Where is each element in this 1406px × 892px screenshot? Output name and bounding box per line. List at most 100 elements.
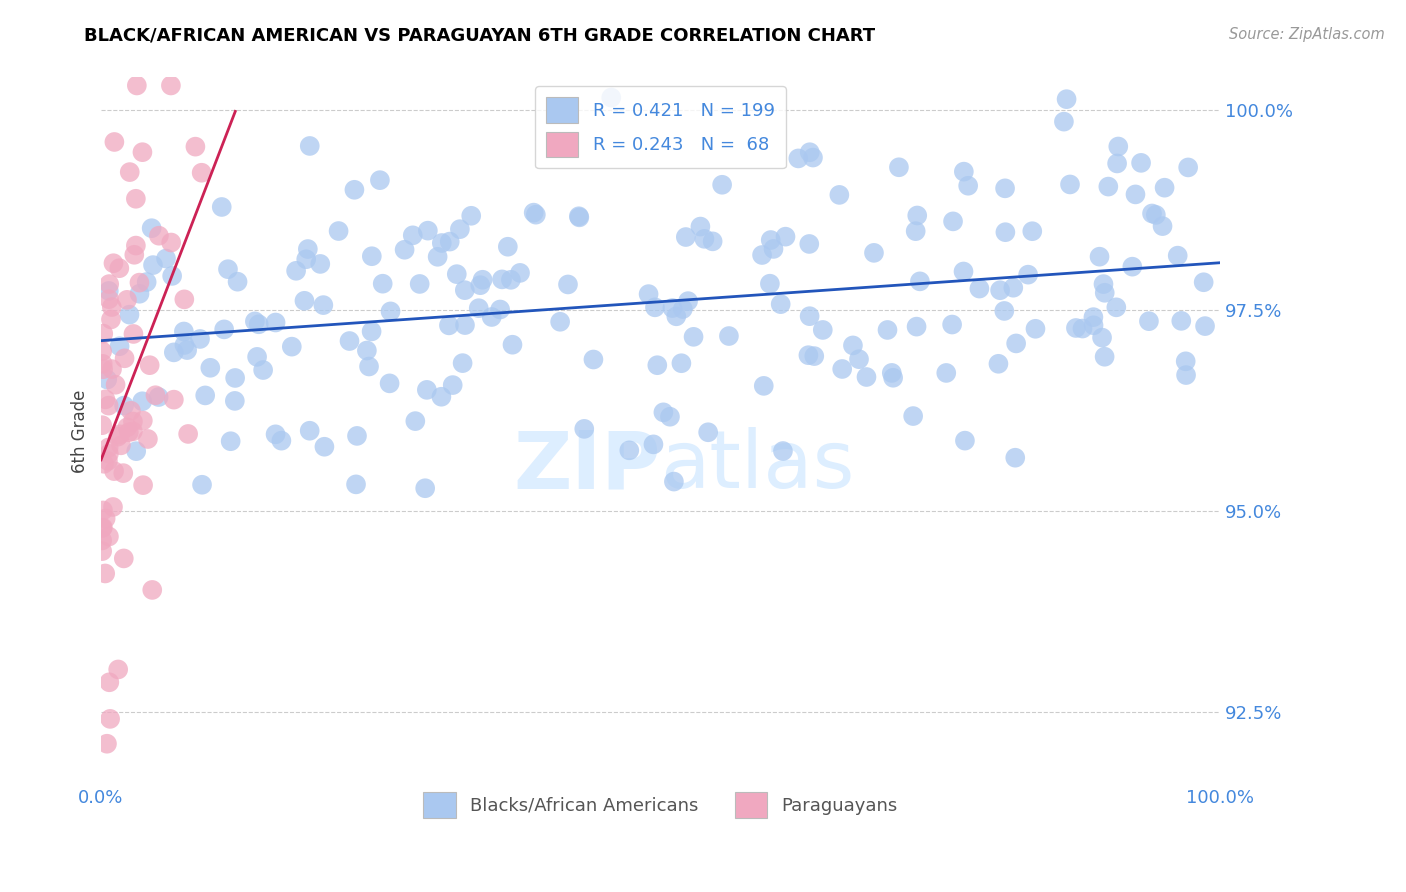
Point [297, 242, 319, 256]
Point [103, 256, 125, 270]
Text: atlas: atlas [661, 427, 855, 505]
Point [217, 262, 239, 277]
Point [295, 252, 318, 267]
Point [643, 437, 665, 451]
Point [125, 238, 148, 252]
Point [91, 362, 114, 376]
Point [107, 430, 129, 444]
Point [524, 208, 547, 222]
Point [96, 737, 118, 751]
Point [346, 429, 368, 443]
Point [772, 444, 794, 458]
Point [523, 205, 546, 219]
Point [136, 432, 159, 446]
Point [122, 415, 145, 429]
Point [128, 286, 150, 301]
Point [901, 409, 924, 423]
Point [953, 164, 976, 178]
Point [1194, 319, 1216, 334]
Point [120, 404, 142, 418]
Point [880, 366, 903, 380]
Point [1004, 450, 1026, 465]
Point [489, 302, 512, 317]
Point [394, 243, 416, 257]
Point [212, 322, 235, 336]
Point [107, 663, 129, 677]
Point [191, 477, 214, 491]
Point [112, 399, 135, 413]
Point [682, 330, 704, 344]
Point [97, 529, 120, 543]
Point [1192, 275, 1215, 289]
Point [1137, 314, 1160, 328]
Point [309, 257, 332, 271]
Point [1053, 114, 1076, 128]
Point [118, 425, 141, 440]
Point [404, 414, 426, 428]
Point [987, 357, 1010, 371]
Point [141, 582, 163, 597]
Point [101, 362, 124, 376]
Point [155, 252, 177, 266]
Point [1130, 156, 1153, 170]
Point [91, 418, 114, 433]
Point [243, 314, 266, 328]
Point [941, 318, 963, 332]
Point [644, 301, 666, 315]
Point [91, 544, 114, 558]
Point [312, 298, 335, 312]
Point [298, 139, 321, 153]
Point [1064, 321, 1087, 335]
Point [994, 181, 1017, 195]
Point [454, 283, 477, 297]
Point [177, 426, 200, 441]
Point [803, 349, 825, 363]
Point [449, 222, 471, 236]
Point [264, 427, 287, 442]
Point [124, 248, 146, 262]
Point [413, 481, 436, 495]
Point [100, 312, 122, 326]
Point [969, 282, 991, 296]
Point [652, 405, 675, 419]
Point [509, 266, 531, 280]
Point [797, 348, 820, 362]
Point [142, 258, 165, 272]
Text: BLACK/AFRICAN AMERICAN VS PARAGUAYAN 6TH GRADE CORRELATION CHART: BLACK/AFRICAN AMERICAN VS PARAGUAYAN 6TH… [84, 27, 876, 45]
Point [905, 319, 928, 334]
Point [1056, 92, 1078, 106]
Point [219, 434, 242, 449]
Point [246, 350, 269, 364]
Point [952, 264, 974, 278]
Point [357, 359, 380, 374]
Point [848, 352, 870, 367]
Point [1094, 350, 1116, 364]
Point [344, 477, 367, 491]
Point [108, 339, 131, 353]
Point [799, 309, 821, 323]
Point [454, 318, 477, 332]
Point [91, 503, 114, 517]
Text: Source: ZipAtlas.com: Source: ZipAtlas.com [1229, 27, 1385, 42]
Point [132, 478, 155, 492]
Point [173, 338, 195, 352]
Point [675, 230, 697, 244]
Point [752, 379, 775, 393]
Point [211, 200, 233, 214]
Point [371, 277, 394, 291]
Point [173, 293, 195, 307]
Point [471, 273, 494, 287]
Point [1005, 336, 1028, 351]
Point [619, 443, 641, 458]
Point [117, 420, 139, 434]
Point [1105, 301, 1128, 315]
Point [91, 533, 114, 548]
Point [270, 434, 292, 448]
Point [224, 371, 246, 385]
Point [863, 245, 886, 260]
Point [665, 310, 688, 324]
Point [190, 166, 212, 180]
Point [160, 78, 183, 93]
Point [935, 366, 957, 380]
Point [676, 294, 699, 309]
